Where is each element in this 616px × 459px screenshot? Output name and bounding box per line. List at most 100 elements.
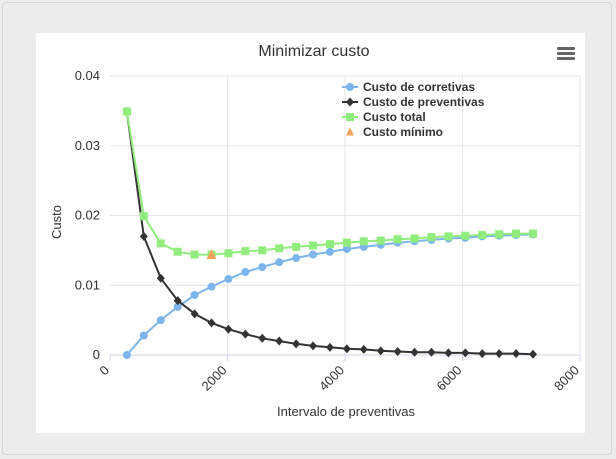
x-tick-label: 6000 xyxy=(434,363,465,394)
legend-item[interactable]: Custo mínimo xyxy=(346,125,443,139)
data-point xyxy=(427,347,436,357)
data-point xyxy=(376,236,385,245)
data-point xyxy=(359,344,368,354)
x-tick-label: 2000 xyxy=(199,363,230,394)
data-point xyxy=(325,342,334,352)
data-point xyxy=(173,302,182,311)
data-point xyxy=(292,242,301,251)
series-3 xyxy=(206,249,217,260)
data-point xyxy=(139,331,148,340)
data-point xyxy=(309,341,318,351)
data-point xyxy=(241,329,250,339)
data-point xyxy=(346,97,354,107)
data-point xyxy=(478,349,487,359)
data-point xyxy=(122,351,131,359)
menu-bar xyxy=(557,57,575,60)
data-point xyxy=(292,339,301,349)
data-point xyxy=(190,250,199,259)
data-point xyxy=(206,249,217,260)
x-tick-label: 4000 xyxy=(316,363,347,394)
y-tick-label: 0.02 xyxy=(75,208,100,223)
data-point xyxy=(309,250,318,259)
data-point xyxy=(461,231,470,240)
legend-label: Custo de corretivas xyxy=(363,80,475,94)
data-point xyxy=(346,113,354,121)
data-point xyxy=(241,247,250,256)
data-point xyxy=(122,107,131,116)
data-point xyxy=(309,241,318,250)
data-point xyxy=(495,230,504,239)
data-point xyxy=(393,235,402,244)
legend-label: Custo mínimo xyxy=(363,125,443,139)
data-point xyxy=(207,318,216,328)
chart-svg: 0 0.01 0.02 0.03 0.04 0 2000 4000 6000 8000 Minim… xyxy=(49,43,582,419)
data-point xyxy=(258,263,267,272)
series-2 xyxy=(122,107,537,259)
series-1 xyxy=(122,107,537,359)
data-point xyxy=(410,234,419,243)
series-0 xyxy=(122,230,537,359)
data-point xyxy=(444,232,453,241)
data-point xyxy=(207,282,216,291)
data-point xyxy=(346,83,354,91)
series-line xyxy=(125,111,534,356)
data-point xyxy=(376,346,385,356)
data-point xyxy=(156,273,165,283)
menu-bar xyxy=(557,47,575,50)
data-point xyxy=(139,212,148,221)
legend-label: Custo de preventivas xyxy=(363,95,485,109)
data-point xyxy=(512,229,521,238)
data-point xyxy=(342,238,351,247)
data-point xyxy=(325,247,334,256)
chart-title: Minimizar custo xyxy=(258,43,369,60)
series-layer xyxy=(122,107,537,359)
data-point xyxy=(156,239,165,248)
y-tick-label: 0.04 xyxy=(75,68,100,83)
data-point xyxy=(346,127,354,136)
data-point xyxy=(224,324,233,334)
data-point xyxy=(190,291,199,300)
data-point xyxy=(512,349,521,359)
data-point xyxy=(342,344,351,354)
legend-item[interactable]: Custo total xyxy=(342,110,426,124)
chart-container: 0 0.01 0.02 0.03 0.04 0 2000 4000 6000 8000 Minim… xyxy=(36,33,585,433)
data-point xyxy=(275,244,284,253)
data-point xyxy=(258,333,267,343)
data-point xyxy=(224,249,233,258)
data-point xyxy=(478,231,487,240)
data-point xyxy=(393,347,402,357)
data-point xyxy=(241,267,250,276)
chart-panel: 0 0.01 0.02 0.03 0.04 0 2000 4000 6000 8000 Minim… xyxy=(2,2,612,455)
x-axis-title: Intervalo de preventivas xyxy=(277,404,416,419)
x-tick-label: 0 xyxy=(96,363,112,379)
data-point xyxy=(224,274,233,283)
data-point xyxy=(173,296,182,306)
data-point xyxy=(427,233,436,242)
legend-item[interactable]: Custo de preventivas xyxy=(342,95,485,109)
data-point xyxy=(190,309,199,319)
legend-item[interactable]: Custo de corretivas xyxy=(342,80,475,94)
data-point xyxy=(156,316,165,325)
y-tick-label: 0 xyxy=(93,347,100,362)
y-tick-label: 0.01 xyxy=(75,277,100,292)
data-point xyxy=(495,349,504,359)
data-point xyxy=(258,246,267,255)
menu-bar xyxy=(557,52,575,55)
chart-menu-button[interactable] xyxy=(557,47,575,61)
data-point xyxy=(461,348,470,358)
data-point xyxy=(529,229,537,238)
data-point xyxy=(292,254,301,263)
data-point xyxy=(410,347,419,357)
data-point xyxy=(275,336,284,346)
data-point xyxy=(173,247,182,256)
data-point xyxy=(444,348,453,358)
y-tick-label: 0.03 xyxy=(75,138,100,153)
legend-label: Custo total xyxy=(363,110,426,124)
series-line xyxy=(125,111,533,256)
data-point xyxy=(139,231,148,241)
data-point xyxy=(275,258,284,267)
data-point xyxy=(342,244,351,253)
grid xyxy=(110,75,581,355)
data-point xyxy=(359,237,368,246)
